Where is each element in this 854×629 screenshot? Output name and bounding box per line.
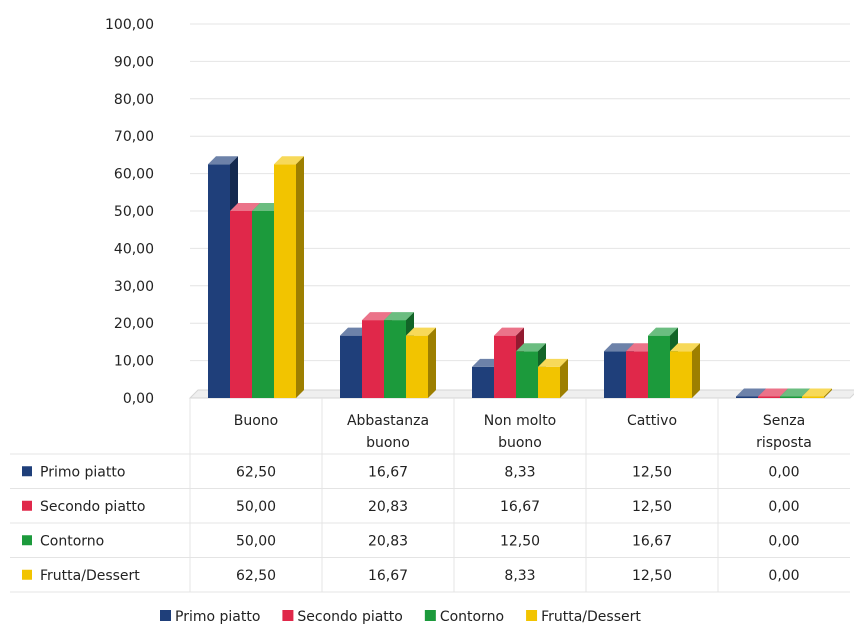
bar	[670, 351, 692, 398]
table-cell: 16,67	[368, 464, 408, 480]
bar	[472, 366, 494, 398]
bar	[626, 351, 648, 398]
bar-top	[670, 343, 700, 352]
category-label: Cattivo	[627, 413, 677, 429]
bar	[406, 335, 428, 398]
table-row-label: Primo piatto	[40, 464, 125, 480]
bar-top	[648, 327, 678, 336]
bar	[604, 351, 626, 398]
legend-label: Secondo piatto	[297, 609, 402, 625]
legend-swatch	[160, 610, 171, 621]
table-legend-key	[22, 569, 32, 580]
table-cell: 16,67	[368, 568, 408, 584]
y-tick-label: 60,00	[114, 167, 154, 183]
bar-top	[802, 388, 832, 397]
table-cell: 0,00	[768, 568, 799, 584]
bar	[384, 320, 406, 398]
table-cell: 0,00	[768, 464, 799, 480]
legend-swatch	[424, 610, 436, 621]
legend-label: Frutta/Dessert	[541, 609, 641, 625]
y-tick-label: 10,00	[114, 354, 154, 370]
bar	[494, 335, 516, 398]
bar-top	[780, 388, 810, 397]
bar-top	[230, 203, 260, 211]
category-label: Buono	[234, 413, 278, 429]
table-row-label: Secondo piatto	[40, 499, 145, 515]
bar-side	[428, 327, 436, 398]
bar	[780, 396, 802, 398]
table-cell: 12,50	[632, 499, 672, 515]
y-tick-label: 50,00	[114, 204, 154, 220]
bar	[274, 164, 296, 398]
table-cell: 8,33	[504, 568, 535, 584]
bar-top	[758, 388, 788, 397]
bar	[648, 335, 670, 398]
bar	[516, 351, 538, 398]
bar	[802, 396, 824, 398]
bar-top	[736, 388, 766, 397]
bar-top	[274, 156, 304, 165]
table-cell: 12,50	[500, 533, 540, 549]
bar-side	[296, 156, 304, 398]
y-tick-label: 100,00	[105, 17, 154, 33]
category-label: Abbastanza	[347, 413, 429, 429]
y-tick-label: 30,00	[114, 279, 154, 295]
y-tick-label: 80,00	[114, 92, 154, 108]
table-cell: 0,00	[768, 533, 799, 549]
table-cell: 8,33	[504, 464, 535, 480]
bar-top	[208, 156, 238, 165]
bar-side	[560, 358, 568, 398]
legend-label: Primo piatto	[175, 609, 260, 625]
bar	[758, 396, 780, 398]
y-tick-label: 70,00	[114, 129, 154, 145]
bar	[362, 320, 384, 398]
category-label: Senza	[763, 413, 805, 429]
bar	[252, 211, 274, 398]
bar	[230, 211, 252, 398]
table-cell: 50,00	[236, 533, 276, 549]
table-row-label: Contorno	[40, 533, 104, 549]
y-tick-label: 20,00	[114, 316, 154, 332]
legend-swatch	[526, 610, 538, 621]
table-cell: 62,50	[236, 464, 276, 480]
legend-label: Contorno	[440, 609, 504, 625]
table-cell: 62,50	[236, 568, 276, 584]
bar-top	[384, 312, 414, 321]
table-cell: 12,50	[632, 568, 672, 584]
table-cell: 0,00	[768, 499, 799, 515]
table-cell: 16,67	[500, 499, 540, 515]
table-legend-key	[22, 500, 32, 511]
bar-side	[692, 343, 700, 398]
y-tick-label: 90,00	[114, 54, 154, 70]
table-legend-key	[22, 466, 32, 477]
legend-swatch	[282, 610, 294, 621]
table-legend-key	[22, 535, 32, 546]
bar-side	[824, 388, 832, 398]
bar-top	[362, 312, 392, 321]
table-cell: 16,67	[632, 533, 672, 549]
y-tick-label: 0,00	[123, 391, 154, 407]
bar	[340, 335, 362, 398]
bar-top	[604, 343, 634, 352]
table-cell: 20,83	[368, 533, 408, 549]
category-label: Non molto	[484, 413, 557, 429]
bar	[736, 396, 758, 398]
bar	[538, 366, 560, 398]
bar-top	[516, 343, 546, 352]
y-tick-label: 40,00	[114, 241, 154, 257]
table-cell: 20,83	[368, 499, 408, 515]
bar-top	[406, 327, 436, 336]
category-label: buono	[498, 435, 542, 451]
table-cell: 12,50	[632, 464, 672, 480]
bar-top	[538, 358, 568, 367]
bar	[208, 164, 230, 398]
bar-top	[494, 327, 524, 336]
table-row-label: Frutta/Dessert	[40, 568, 140, 584]
category-label: risposta	[756, 435, 812, 451]
category-label: buono	[366, 435, 410, 451]
table-cell: 50,00	[236, 499, 276, 515]
